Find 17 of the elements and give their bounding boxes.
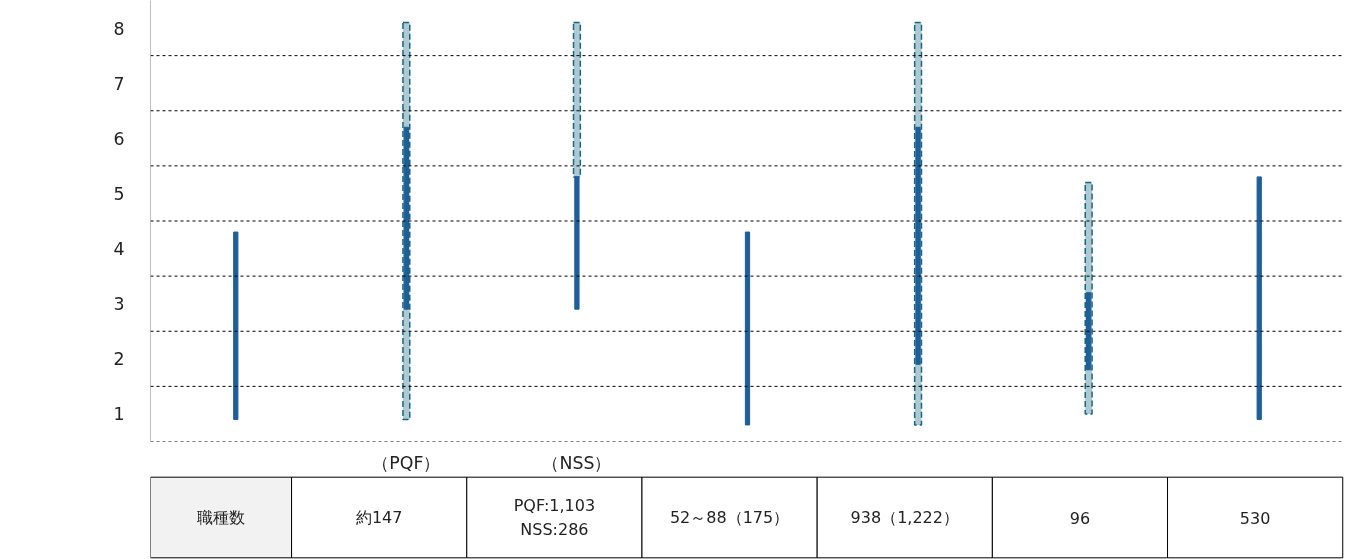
text: 96 [1069, 508, 1091, 528]
x-tick-label: （NSS） [542, 452, 612, 473]
y-tick-label: 7 [113, 73, 125, 94]
y-tick-label: 5 [113, 183, 125, 204]
text: 職種数 [197, 508, 246, 527]
y-tick-label: 3 [113, 294, 125, 315]
x-tick-label: （PQF） [372, 452, 441, 473]
y-tick-label: 2 [113, 349, 125, 370]
y-tick-label: 8 [113, 18, 125, 39]
y-tick-label: 1 [113, 404, 125, 425]
text: 約147 [355, 508, 403, 527]
text: PQF:1,103 NSS:286 [513, 495, 596, 540]
text: 52～88（175） [669, 508, 790, 527]
text: 938（1,222） [850, 508, 959, 527]
y-tick-label: 6 [113, 128, 125, 149]
y-tick-label: 4 [113, 239, 125, 260]
text: 530 [1239, 508, 1271, 528]
